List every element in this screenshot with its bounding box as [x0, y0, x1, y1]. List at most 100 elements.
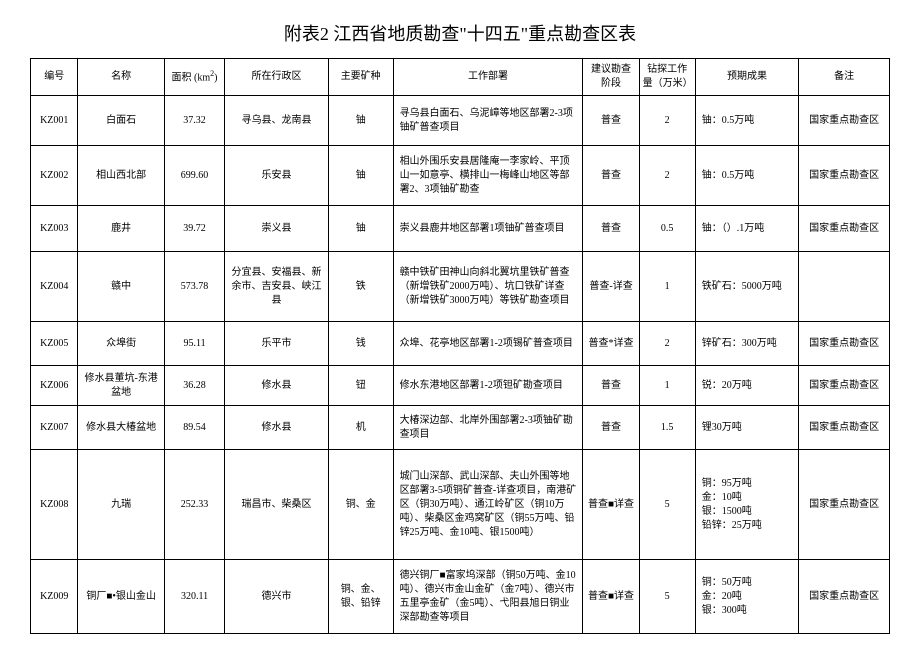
th-mineral: 主要矿种: [328, 59, 393, 96]
th-note: 备注: [799, 59, 890, 96]
td-admin: 修水县: [225, 366, 329, 406]
td-drill: 1: [639, 252, 695, 322]
th-drill: 钻探工作量（万米）: [639, 59, 695, 96]
td-stage: 普查: [583, 146, 639, 206]
td-mineral: 铀: [328, 206, 393, 252]
td-mineral: 钱: [328, 322, 393, 366]
td-name: 赣中: [78, 252, 164, 322]
td-note: 国家重点勘查区: [799, 322, 890, 366]
td-name: 相山西北部: [78, 146, 164, 206]
td-work: 众埠、花亭地区部署1-2项锡矿普查项目: [393, 322, 583, 366]
table-row: KZ008九瑞252.33瑞昌市、柴桑区铜、金城门山深部、武山深部、夫山外围等地…: [31, 450, 890, 560]
td-mineral: 机: [328, 406, 393, 450]
td-expect: 铀：（）.1万吨: [695, 206, 799, 252]
td-name: 鹿井: [78, 206, 164, 252]
td-note: 国家重点勘查区: [799, 560, 890, 634]
td-note: 国家重点勘查区: [799, 450, 890, 560]
td-drill: 1.5: [639, 406, 695, 450]
td-name: 修水县董坑-东港盆地: [78, 366, 164, 406]
td-drill: 2: [639, 146, 695, 206]
th-id: 编号: [31, 59, 78, 96]
th-stage: 建议勘查阶段: [583, 59, 639, 96]
td-mineral: 铜、金、银、铅锌: [328, 560, 393, 634]
td-work: 寻乌县白面石、乌泥嶂等地区部署2-3项铀矿普查项目: [393, 96, 583, 146]
td-mineral: 铀: [328, 96, 393, 146]
td-work: 崇义县鹿井地区部署1项铀矿普查项目: [393, 206, 583, 252]
td-expect: 铀：0.5万吨: [695, 146, 799, 206]
td-stage: 普查: [583, 406, 639, 450]
td-note: 国家重点勘查区: [799, 206, 890, 252]
td-id: KZ001: [31, 96, 78, 146]
td-admin: 德兴市: [225, 560, 329, 634]
td-admin: 分宜县、安福县、新余市、吉安县、峡江县: [225, 252, 329, 322]
td-drill: 0.5: [639, 206, 695, 252]
td-expect: 锂30万吨: [695, 406, 799, 450]
td-stage: 普查-详查: [583, 252, 639, 322]
td-mineral: 铁: [328, 252, 393, 322]
table-row: KZ006修水县董坑-东港盆地36.28修水县钮修水东港地区部署1-2项钽矿勘查…: [31, 366, 890, 406]
td-area: 252.33: [164, 450, 224, 560]
td-admin: 瑞昌市、柴桑区: [225, 450, 329, 560]
td-work: 赣中铁矿田神山向斜北翼坑里铁矿普查（新增铁矿2000万吨）、坑口铁矿详查（新增铁…: [393, 252, 583, 322]
td-area: 573.78: [164, 252, 224, 322]
td-name: 九瑞: [78, 450, 164, 560]
td-id: KZ003: [31, 206, 78, 252]
td-stage: 普查■详查: [583, 560, 639, 634]
td-mineral: 铀: [328, 146, 393, 206]
td-area: 89.54: [164, 406, 224, 450]
td-admin: 修水县: [225, 406, 329, 450]
td-note: 国家重点勘查区: [799, 96, 890, 146]
table-row: KZ009铜厂■•银山金山320.11德兴市铜、金、银、铅锌德兴铜厂■富家坞深部…: [31, 560, 890, 634]
td-work: 相山外围乐安县居隆庵一李家岭、平顶山一如意亭、横排山一梅峰山地区等部署2、3项铀…: [393, 146, 583, 206]
td-name: 修水县大椿盆地: [78, 406, 164, 450]
td-id: KZ005: [31, 322, 78, 366]
td-admin: 崇义县: [225, 206, 329, 252]
td-id: KZ008: [31, 450, 78, 560]
td-name: 铜厂■•银山金山: [78, 560, 164, 634]
td-id: KZ007: [31, 406, 78, 450]
td-area: 36.28: [164, 366, 224, 406]
td-area: 95.11: [164, 322, 224, 366]
td-id: KZ009: [31, 560, 78, 634]
td-admin: 乐平市: [225, 322, 329, 366]
survey-table: 编号 名称 面积 (km2) 所在行政区 主要矿种 工作部署 建议勘查阶段 钻探…: [30, 58, 890, 634]
table-header: 编号 名称 面积 (km2) 所在行政区 主要矿种 工作部署 建议勘查阶段 钻探…: [31, 59, 890, 96]
td-expect: 锐：20万吨: [695, 366, 799, 406]
td-work: 大椿深边部、北岸外围部署2-3项铀矿勘查项目: [393, 406, 583, 450]
td-drill: 2: [639, 322, 695, 366]
td-stage: 普查: [583, 96, 639, 146]
td-note: 国家重点勘查区: [799, 366, 890, 406]
td-work: 德兴铜厂■富家坞深部（铜50万吨、金10吨）、德兴市金山金矿（金7吨）、德兴市五…: [393, 560, 583, 634]
td-admin: 寻乌县、龙南县: [225, 96, 329, 146]
table-row: KZ005众埠街95.11乐平市钱众埠、花亭地区部署1-2项锡矿普查项目普查*详…: [31, 322, 890, 366]
td-stage: 普查*详查: [583, 322, 639, 366]
td-expect: 铁矿石：5000万吨: [695, 252, 799, 322]
th-admin: 所在行政区: [225, 59, 329, 96]
td-id: KZ006: [31, 366, 78, 406]
th-expect: 预期成果: [695, 59, 799, 96]
table-body: KZ001白面石37.32寻乌县、龙南县铀寻乌县白面石、乌泥嶂等地区部署2-3项…: [31, 96, 890, 634]
td-name: 白面石: [78, 96, 164, 146]
td-note: [799, 252, 890, 322]
td-drill: 1: [639, 366, 695, 406]
td-work: 修水东港地区部署1-2项钽矿勘查项目: [393, 366, 583, 406]
td-expect: 铜：50万吨金：20吨银：300吨: [695, 560, 799, 634]
th-name: 名称: [78, 59, 164, 96]
td-expect: 铜：95万吨金：10吨银：1500吨铅锌：25万吨: [695, 450, 799, 560]
th-work: 工作部署: [393, 59, 583, 96]
td-stage: 普查: [583, 366, 639, 406]
th-area: 面积 (km2): [164, 59, 224, 96]
td-work: 城门山深部、武山深部、夫山外围等地区部署3-5项铜矿普查-详查项目，南港矿区（铜…: [393, 450, 583, 560]
td-expect: 锌矿石：300万吨: [695, 322, 799, 366]
td-area: 320.11: [164, 560, 224, 634]
td-expect: 铀：0.5万吨: [695, 96, 799, 146]
td-name: 众埠街: [78, 322, 164, 366]
td-id: KZ004: [31, 252, 78, 322]
td-drill: 5: [639, 450, 695, 560]
td-stage: 普查: [583, 206, 639, 252]
table-row: KZ001白面石37.32寻乌县、龙南县铀寻乌县白面石、乌泥嶂等地区部署2-3项…: [31, 96, 890, 146]
td-drill: 2: [639, 96, 695, 146]
td-admin: 乐安县: [225, 146, 329, 206]
td-mineral: 钮: [328, 366, 393, 406]
page-title: 附表2 江西省地质勘查"十四五"重点勘查区表: [30, 20, 890, 46]
